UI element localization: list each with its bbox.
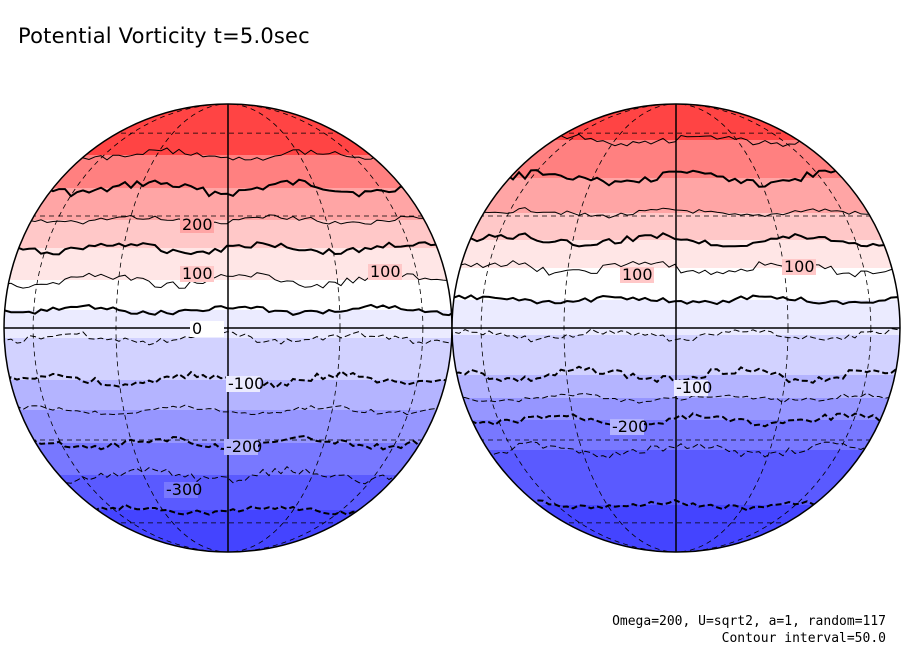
contour-label-bg: [180, 217, 214, 233]
contour-label: -300: [166, 480, 202, 499]
right-globe: 100 100 -100 -200: [451, 103, 901, 553]
contour-line: [452, 327, 900, 343]
contour-label: -100: [228, 374, 264, 393]
contour-label-bg: [164, 482, 198, 498]
contour-line: [452, 258, 900, 278]
contour-label: 100: [784, 257, 815, 276]
contour-line: [4, 178, 452, 198]
contour-label: 100: [370, 262, 401, 281]
contour-line: [4, 465, 452, 485]
contour-label: 100: [622, 265, 653, 284]
contour-line: [4, 241, 452, 256]
contour-label-bg: [610, 419, 644, 435]
contour-label: 0: [192, 319, 202, 338]
contour-interval-caption: Contour interval=50.0: [721, 631, 886, 646]
contour-line: [4, 404, 452, 416]
contour-label-bg: [224, 439, 258, 455]
contour-line: [452, 412, 900, 428]
contour-label-bg: [226, 376, 260, 392]
contour-line: [452, 232, 900, 248]
contour-line: [452, 207, 900, 219]
contour-label-bg: [368, 264, 402, 280]
contour-label-bg: [180, 266, 214, 282]
contour-label: -100: [676, 378, 712, 397]
contour-label: 100: [182, 264, 213, 283]
contour-label: -200: [612, 417, 648, 436]
contour-label: 200: [182, 215, 213, 234]
contour-line: [452, 169, 900, 188]
contour-label-bg: [190, 321, 224, 337]
contour-line: [4, 214, 452, 225]
contour-label: -200: [226, 437, 262, 456]
contour-label-bg: [620, 267, 654, 283]
contour-line: [4, 331, 452, 346]
contour-line: [452, 392, 900, 404]
contour-line: [4, 303, 452, 317]
contour-label-bg: [674, 380, 708, 396]
globe-outline: [451, 103, 901, 553]
contour-line: [452, 294, 900, 306]
left-globe: 200 100 100 0 -100 -200 -300: [3, 103, 453, 553]
plot-title: Potential Vorticity t=5.0sec: [18, 24, 310, 48]
parameters-caption: Omega=200, U=sqrt2, a=1, random=117: [612, 614, 886, 629]
contour-label-bg: [782, 259, 816, 275]
contour-line: [452, 441, 900, 459]
